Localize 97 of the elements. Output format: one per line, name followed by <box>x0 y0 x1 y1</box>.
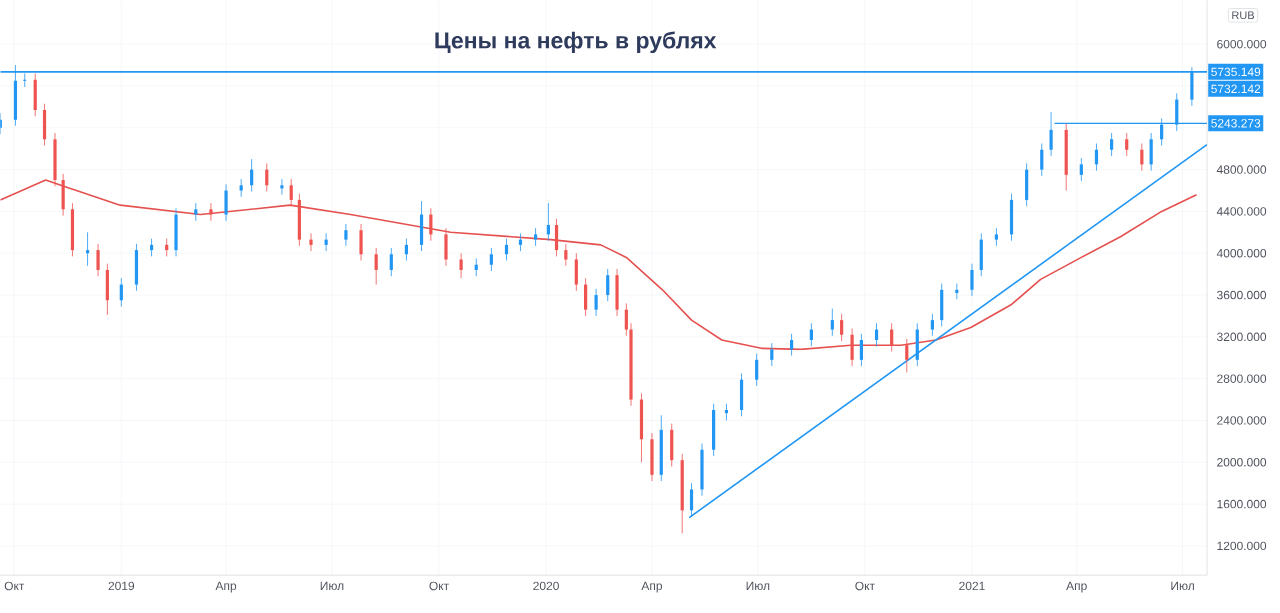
candlestick <box>344 223 348 247</box>
x-tick-label: Окт <box>429 581 449 591</box>
candlestick <box>1049 111 1053 157</box>
candlestick <box>1149 132 1153 171</box>
annotation: 5243.273 <box>1211 118 1261 128</box>
candlestick <box>574 252 578 292</box>
candlestick <box>629 322 633 407</box>
candlestick <box>265 162 269 192</box>
text: Цены на нефть в рублях <box>435 31 717 54</box>
candlestick <box>915 322 919 367</box>
candlestick <box>1125 132 1129 157</box>
y-tick-label: 3200.000 <box>1217 332 1267 342</box>
candlestick <box>546 202 550 242</box>
x-tick-label: Окт <box>855 581 875 591</box>
candlestick <box>755 353 759 387</box>
candlestick <box>840 313 844 342</box>
candlestick <box>970 263 974 297</box>
y-axis-title: RUB <box>1232 11 1255 20</box>
candlestick <box>42 103 47 146</box>
x-tick-label: Апр <box>1066 581 1087 593</box>
candlestick <box>389 247 393 277</box>
candlestick <box>712 403 716 457</box>
candlestick <box>280 178 284 196</box>
candlestick <box>624 302 628 337</box>
x-tick-label: 2019 <box>108 581 135 591</box>
x-tick-label: Окт <box>4 581 25 591</box>
candlestick <box>830 308 834 337</box>
x-tick-label: Июл <box>746 581 770 590</box>
candlestick <box>504 238 509 261</box>
candlestick <box>489 247 493 272</box>
candlestick <box>724 403 729 421</box>
candlestick <box>594 288 598 317</box>
candlestick <box>70 202 75 257</box>
candlestick <box>224 183 228 222</box>
candlestick <box>1064 123 1068 191</box>
candlestick <box>979 232 983 277</box>
candlestick <box>659 414 663 482</box>
candlestick <box>809 322 813 347</box>
candlestick <box>1009 193 1014 242</box>
candlestick <box>940 283 944 327</box>
candlestick <box>606 268 610 302</box>
annotation: 5732.142 <box>1211 84 1261 94</box>
candlestick <box>359 223 363 261</box>
candlestick <box>680 453 684 534</box>
y-tick-label: 2800.000 <box>1217 374 1267 383</box>
candlestick <box>564 243 568 267</box>
candlestick <box>33 72 37 117</box>
candlestick <box>444 227 448 267</box>
candlestick <box>650 432 654 482</box>
candlestick <box>96 243 100 277</box>
candlestick <box>134 243 139 292</box>
candlestick <box>554 218 559 257</box>
x-tick-label: Апр <box>641 581 663 593</box>
y-tick-label: 2000.000 <box>1217 457 1267 467</box>
candlestick <box>404 238 409 261</box>
candlestick <box>250 158 254 192</box>
candlestick <box>874 322 879 347</box>
candlestick <box>1040 143 1044 177</box>
candlestick <box>1110 132 1114 157</box>
y-tick-label: 4000.000 <box>1216 248 1267 258</box>
candlestick <box>739 372 744 417</box>
candlestick <box>789 333 794 356</box>
y-tick-label: 1600.000 <box>1217 499 1267 509</box>
x-tick-label: 2021 <box>959 581 985 591</box>
candlestick <box>930 313 934 337</box>
x-tick-label: Июл <box>320 581 344 590</box>
y-tick-label: 4800.000 <box>1216 165 1267 174</box>
candlestick <box>374 247 378 285</box>
candlestick <box>639 392 644 463</box>
ref-line-label: 5735.149 <box>1211 67 1261 77</box>
y-tick-label: 4400.000 <box>1216 207 1267 216</box>
candlestick <box>429 207 433 242</box>
candlestick <box>859 333 864 367</box>
candlestick <box>615 268 619 317</box>
y-tick-label: 1200.000 <box>1217 541 1267 551</box>
candlestick <box>309 232 313 252</box>
y-tick-label: 2400.000 <box>1217 416 1267 425</box>
candlestick <box>1079 157 1083 182</box>
x-tick-label: Июл <box>1171 581 1194 590</box>
candlestick <box>419 200 424 252</box>
candlestick <box>209 202 213 222</box>
candlestick <box>297 193 301 247</box>
y-tick-label: 6000.000 <box>1217 39 1267 49</box>
candlestick <box>119 277 123 307</box>
candlestick <box>584 277 588 317</box>
x-tick-label: Апр <box>215 581 237 593</box>
candlestick <box>955 283 959 300</box>
candlestick <box>459 252 463 279</box>
candlestick <box>700 442 704 497</box>
candlestick <box>105 263 109 316</box>
candlestick <box>670 423 674 467</box>
x-tick-label: 2020 <box>533 581 559 591</box>
y-tick-label: 3600.000 <box>1217 290 1267 300</box>
candlestick <box>1025 162 1029 207</box>
candlestick <box>770 342 774 367</box>
candlestick <box>85 231 90 267</box>
candlestick <box>174 207 178 257</box>
